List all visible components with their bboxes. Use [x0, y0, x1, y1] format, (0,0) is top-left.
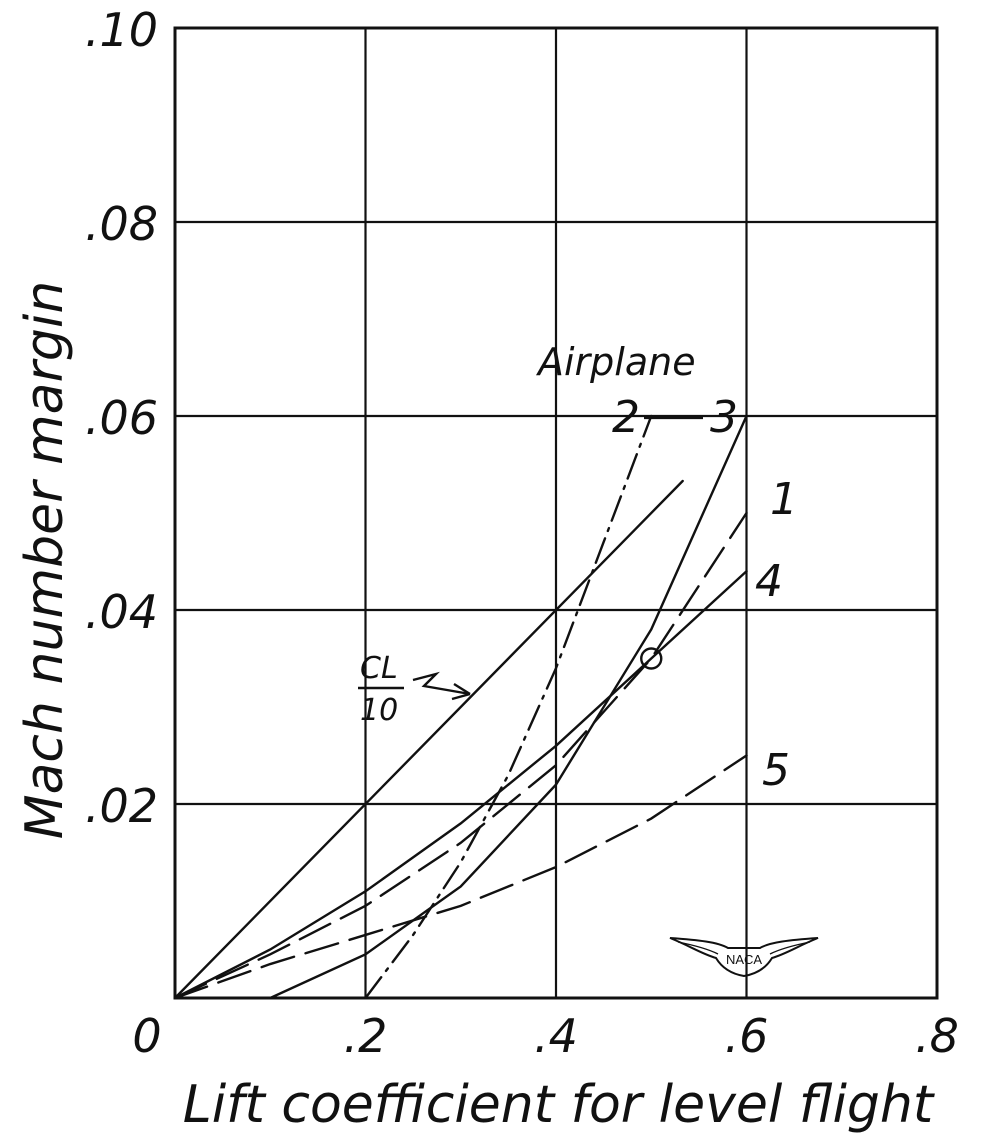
reference-line-arrowhead-icon	[451, 682, 471, 701]
grid-lines	[175, 28, 937, 998]
reference-line-cl-over-10	[173, 479, 684, 1000]
series-label-4: 4	[755, 556, 783, 607]
x-axis-title: Lift coefficient for level flight	[183, 1075, 935, 1135]
y-tick-label: .06	[85, 391, 158, 445]
plot-frame	[173, 26, 939, 1000]
series-line-1	[173, 511, 748, 1000]
y-tick-label: .04	[85, 585, 158, 639]
series-label-5: 5	[762, 745, 790, 796]
x-tick-label: .8	[915, 1009, 959, 1063]
series-label-1: 1	[770, 474, 798, 525]
series-line-4	[173, 570, 748, 1000]
y-tick-label: .10	[85, 3, 158, 57]
x-tick-label: .4	[534, 1009, 578, 1063]
x-tick-label: 0	[132, 1009, 161, 1063]
reference-line-arrow	[412, 671, 471, 696]
y-tick-label: .08	[85, 197, 158, 251]
series-labels: Airplane 1 2 3 4 5	[535, 340, 798, 796]
y-axis-title: Mach number margin	[15, 281, 75, 840]
intersection-marker	[640, 647, 663, 670]
series-line-3	[269, 414, 748, 1000]
series-line-5	[173, 754, 748, 1000]
reference-line-label-denominator: 10	[360, 693, 398, 728]
naca-logo-icon: NACA	[669, 937, 819, 978]
x-tick-label: .2	[344, 1009, 388, 1063]
y-axis-ticks: .02 .04 .06 .08 .10	[85, 3, 158, 833]
y-tick-label: .02	[85, 779, 158, 833]
reference-line-label: CL 10	[358, 651, 471, 728]
legend-title: Airplane	[535, 340, 696, 384]
series-line-2	[364, 414, 653, 1000]
series-group	[173, 414, 748, 1000]
naca-logo-text: NACA	[726, 952, 762, 967]
reference-line-label-numerator: CL	[360, 651, 398, 686]
x-tick-label: .6	[725, 1009, 769, 1063]
series-label-2: 2	[612, 392, 640, 443]
series-label-3: 3	[710, 392, 738, 443]
x-axis-ticks: 0 .2 .4 .6 .8	[132, 1009, 959, 1063]
